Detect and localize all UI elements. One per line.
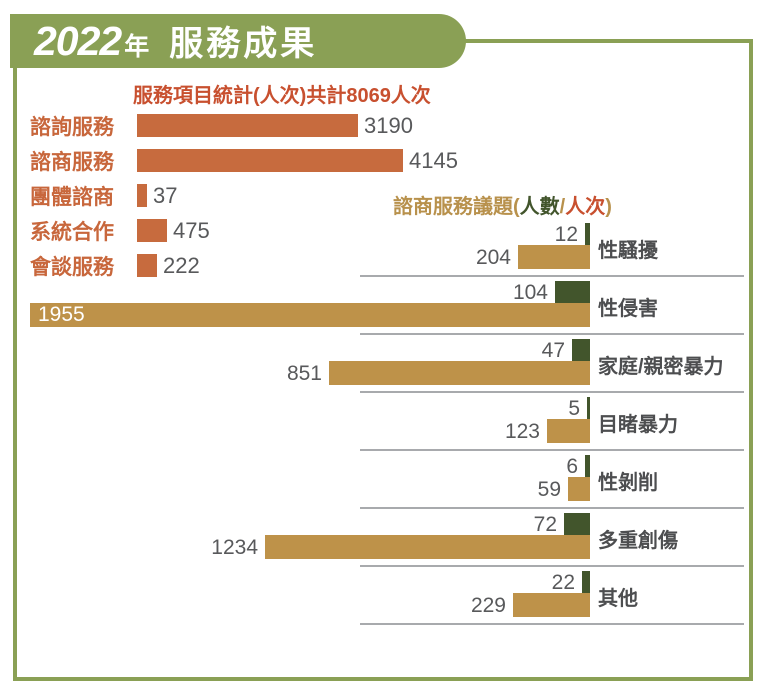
people-value: 22 — [551, 571, 575, 594]
people-value: 6 — [566, 455, 578, 478]
topic-block: 22 229 其他 — [25, 570, 744, 625]
banner-title: 服務成果 — [169, 26, 318, 63]
people-row: 6 — [25, 454, 590, 477]
topics-title-prefix: 諮商服務議題( — [393, 196, 520, 218]
people-bar — [587, 397, 590, 419]
topic-block: 12 204 性騷擾 — [25, 222, 744, 277]
people-row: 72 — [25, 512, 590, 535]
people-row: 12 — [25, 222, 590, 245]
topic-block: 5 123 目睹暴力 — [25, 396, 744, 451]
visits-value: 1234 — [211, 535, 258, 559]
visits-value: 229 — [470, 593, 506, 617]
separator-line — [360, 507, 744, 509]
topic-label: 目睹暴力 — [598, 414, 678, 436]
people-bar — [572, 339, 590, 361]
people-value: 72 — [533, 513, 557, 536]
visits-bar — [265, 535, 590, 559]
service-bar — [137, 114, 358, 137]
service-value: 4145 — [409, 147, 458, 173]
separator-line — [360, 391, 744, 393]
people-bar — [585, 223, 590, 245]
visits-value: 59 — [537, 477, 561, 501]
service-items-chart: 諮詢服務 3190 諮商服務 4145 團體諮商 37 系統合作 475 會談服務 222 — [30, 112, 458, 289]
people-row: 5 — [25, 396, 590, 419]
service-bar — [137, 254, 157, 277]
visits-value: 1955 — [38, 303, 85, 326]
people-value: 47 — [541, 339, 565, 362]
visits-row: 204 — [25, 245, 590, 269]
header-banner: 2022 年 服務成果 — [10, 14, 466, 68]
visits-bar — [513, 593, 590, 617]
service-bar — [137, 149, 403, 172]
service-row: 諮商服務 4145 — [30, 147, 458, 174]
topic-label: 多重創傷 — [598, 530, 678, 552]
visits-row: 851 — [25, 361, 590, 385]
service-value: 37 — [153, 182, 178, 208]
separator-line — [360, 333, 744, 335]
service-bar — [137, 184, 147, 207]
topic-label: 性侵害 — [598, 298, 658, 320]
service-label: 諮詢服務 — [30, 115, 114, 139]
banner-year: 2022 — [34, 18, 122, 64]
topics-chart: 12 204 性騷擾 104 1955 性侵害 47 851 家庭/親密暴力 5 123 目睹暴力 6 5… — [25, 222, 744, 628]
topic-block: 47 851 家庭/親密暴力 — [25, 338, 744, 393]
topic-label: 家庭/親密暴力 — [598, 356, 724, 378]
people-row: 22 — [25, 570, 590, 593]
separator-line — [360, 565, 744, 567]
visits-bar — [518, 245, 590, 269]
separator-line — [360, 449, 744, 451]
visits-value: 851 — [286, 361, 322, 385]
topic-block: 72 1234 多重創傷 — [25, 512, 744, 567]
people-value: 104 — [512, 281, 548, 304]
people-value: 12 — [554, 223, 578, 246]
service-row: 諮詢服務 3190 — [30, 112, 458, 139]
visits-bar: 1955 — [30, 303, 590, 327]
service-label: 團體諮商 — [30, 185, 114, 209]
topics-title-close: ) — [605, 196, 612, 218]
people-bar — [555, 281, 590, 303]
service-row: 系統合作 475 — [30, 217, 458, 244]
topics-title-people: 人數 — [519, 196, 560, 218]
visits-value: 123 — [504, 419, 540, 443]
people-row: 47 — [25, 338, 590, 361]
people-row: 104 — [25, 280, 590, 303]
service-row: 團體諮商 37 — [30, 182, 458, 209]
topic-label: 其他 — [598, 588, 638, 610]
topics-title: 諮商服務議題(人數/人次) — [393, 190, 612, 219]
visits-row: 123 — [25, 419, 590, 443]
service-label: 諮商服務 — [30, 150, 114, 174]
topic-block: 104 1955 性侵害 — [25, 280, 744, 335]
people-bar — [585, 455, 590, 477]
service-label: 會談服務 — [30, 255, 114, 279]
topic-block: 6 59 性剝削 — [25, 454, 744, 509]
visits-bar — [547, 419, 590, 443]
topic-label: 性騷擾 — [598, 240, 658, 262]
service-stats-title: 服務項目統計(人次)共計8069人次 — [133, 85, 431, 107]
visits-bar — [329, 361, 590, 385]
topics-title-visits: 人次 — [565, 196, 606, 218]
service-row: 會談服務 222 — [30, 252, 458, 279]
service-value: 475 — [173, 217, 210, 243]
separator-line — [360, 623, 744, 625]
service-value: 3190 — [364, 112, 413, 138]
banner-year-suffix: 年 — [124, 33, 150, 61]
people-value: 5 — [568, 397, 580, 420]
separator-line — [360, 275, 744, 277]
people-bar — [582, 571, 590, 593]
visits-row: 59 — [25, 477, 590, 501]
topic-label: 性剝削 — [598, 472, 658, 494]
visits-value: 204 — [475, 245, 511, 269]
people-bar — [564, 513, 590, 535]
service-value: 222 — [163, 252, 200, 278]
visits-row: 229 — [25, 593, 590, 617]
visits-bar — [568, 477, 590, 501]
service-bar — [137, 219, 167, 242]
service-label: 系統合作 — [30, 220, 114, 244]
topics-title-slash: / — [559, 196, 566, 218]
visits-row: 1234 — [25, 535, 590, 559]
visits-row: 1955 — [25, 303, 590, 327]
